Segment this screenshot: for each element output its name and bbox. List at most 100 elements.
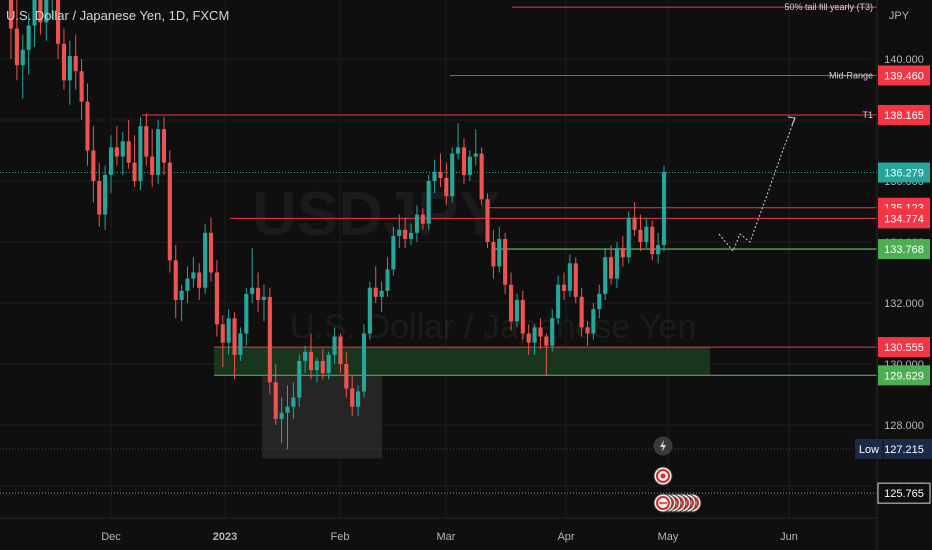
candle-body [85, 101, 90, 151]
candle-body [126, 141, 131, 163]
projection-path [718, 116, 796, 252]
price-tag-label: 139.460 [884, 70, 924, 82]
support-zone [214, 347, 710, 376]
candle-body [503, 238, 508, 285]
x-tick-label: 2023 [213, 531, 237, 543]
x-tick-label: Mar [437, 531, 456, 543]
price-tag-bg [878, 208, 930, 229]
candle-body [650, 226, 655, 255]
candle-body [550, 318, 555, 346]
price-tag-prefix: Low [859, 444, 879, 456]
candle-body [326, 354, 331, 374]
candle-body [32, 0, 37, 26]
candle-body [79, 71, 84, 102]
candle-body [444, 177, 449, 197]
price-tag: 139.460 [878, 65, 930, 86]
candle-body [450, 153, 455, 197]
projection-line [718, 117, 796, 252]
currency-label: JPY [889, 10, 910, 22]
x-tick-label: Dec [101, 531, 121, 543]
price-tag-bg [878, 65, 930, 86]
candle-body [167, 162, 172, 261]
annotation-label: 50% tail fill yearly (T3) [784, 2, 873, 12]
candle-body [61, 43, 67, 81]
event-icons[interactable] [653, 436, 702, 513]
candle-body [197, 272, 202, 288]
candle-body [379, 290, 384, 297]
price-tag-bg [878, 337, 930, 358]
candle-body [385, 269, 390, 291]
price-tag-bg [878, 365, 930, 386]
candle-body [467, 156, 472, 175]
price-tag: 129.629 [878, 365, 930, 386]
candle-body [391, 235, 396, 270]
candle-body [367, 287, 372, 334]
candle-body [250, 287, 255, 294]
x-axis: Dec 2023 Feb Mar Apr May Jun [0, 517, 932, 550]
candle-body [120, 141, 125, 157]
x-tick-label: Feb [331, 531, 350, 543]
price-tag: 134.774 [878, 208, 930, 229]
candle-body [456, 147, 461, 154]
candle-body [414, 214, 419, 233]
candle-body [291, 397, 296, 407]
candle-body [632, 217, 637, 230]
candle-body [344, 364, 349, 389]
annotation-label: Mid-Range [829, 70, 873, 80]
dividend-icon[interactable] [653, 436, 673, 456]
candle-body [232, 318, 237, 355]
flag-event-icon[interactable] [653, 493, 673, 513]
candle-body [150, 156, 155, 175]
candle-body [626, 217, 631, 258]
x-tick-label: Apr [557, 531, 574, 543]
price-tag-bg [878, 162, 930, 183]
price-tag-label: 133.768 [884, 244, 924, 256]
candle-body [14, 28, 19, 66]
price-tag: 133.768 [878, 239, 930, 260]
price-tag: 130.555 [878, 337, 930, 358]
candle-body [267, 296, 272, 383]
economic-event-icon[interactable] [653, 466, 673, 486]
candle-body [244, 293, 249, 334]
price-tag-bg [877, 482, 931, 504]
candle-body [91, 150, 96, 181]
candle-body [473, 153, 478, 157]
candle-body [356, 391, 361, 407]
price-tag: Low 127.215 [855, 438, 932, 459]
candle-body [408, 232, 414, 239]
price-tag: 125.765 [877, 482, 931, 504]
candle-body [332, 336, 337, 355]
candle-body [226, 318, 231, 343]
candle-body [373, 287, 378, 297]
candle-body [26, 25, 31, 50]
event-icon-ring [656, 496, 670, 510]
candle-body [350, 388, 355, 407]
candle-body [608, 257, 614, 279]
candle-body [420, 214, 425, 224]
candle-body [638, 229, 643, 242]
candle-body [314, 360, 319, 371]
candle-body [614, 248, 619, 279]
candle-body [538, 327, 543, 337]
candle-body [338, 336, 343, 364]
candle-body [597, 293, 602, 310]
event-icon-dot [660, 473, 666, 479]
candle-body [591, 309, 596, 334]
candle-body [108, 147, 114, 175]
x-axis-bg [0, 518, 932, 550]
candle-body [220, 324, 225, 343]
watermark-text: USDJPY [252, 180, 500, 249]
candle-body [191, 272, 196, 279]
candle-body [432, 171, 437, 181]
price-tag-bg [878, 104, 930, 125]
lightning-icon [660, 440, 666, 452]
candle-body [185, 278, 190, 291]
candle-body [238, 333, 243, 355]
candle-body [556, 284, 561, 319]
candle-body [179, 290, 184, 300]
symbol-watermark: USDJPY U.S. Dollar / Japanese Yen [252, 180, 696, 346]
y-tick-label: 132.000 [884, 298, 924, 310]
candle-body [573, 263, 578, 297]
